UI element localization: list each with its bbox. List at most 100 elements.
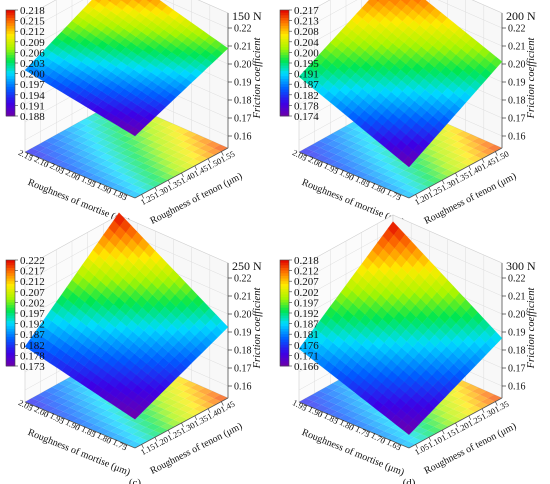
floor-contour-cell xyxy=(167,131,183,139)
colorbar-tick-label: 0.212 xyxy=(20,276,45,288)
tenon-tick-mark xyxy=(207,158,211,163)
colorbar-segment xyxy=(6,260,15,264)
tenon-tick-mark xyxy=(181,422,184,428)
colorbar-segment xyxy=(6,283,15,287)
floor-contour-cell xyxy=(360,167,376,175)
floor-contour-cell xyxy=(176,391,192,399)
floor-contour-cell xyxy=(190,134,205,142)
floor-contour-cell xyxy=(192,148,207,156)
floor-contour-cell xyxy=(390,174,406,181)
floor-contour-cell xyxy=(392,430,407,438)
floor-contour-cell xyxy=(385,434,400,442)
floor-contour-cell xyxy=(32,401,48,409)
colorbar-segment xyxy=(280,81,289,85)
floor-contour-cell xyxy=(68,147,84,155)
colorbar-segment xyxy=(280,313,289,317)
floor-contour-cell xyxy=(172,159,187,167)
floor-contour-cell xyxy=(155,395,171,403)
floor-contour-cell xyxy=(102,174,117,182)
colorbar-segment xyxy=(280,331,289,335)
floor-contour-cell xyxy=(413,427,428,434)
floor-contour-cell xyxy=(446,159,461,167)
floor-contour-cell xyxy=(174,127,190,135)
colorbar-segment xyxy=(6,65,15,69)
surface-mesh xyxy=(298,221,503,435)
floor-contour-cell xyxy=(89,393,105,401)
colorbar-segment xyxy=(280,336,289,340)
floor-contour-cell xyxy=(91,400,106,408)
mortise-tick-mark xyxy=(367,431,370,436)
floor-contour-cell xyxy=(176,141,192,149)
mortise-tick-mark xyxy=(93,431,96,436)
floor-contour-cell xyxy=(183,387,198,395)
floor-contour-cell xyxy=(160,127,175,135)
surface-mesh xyxy=(298,0,503,168)
colorbar-segment xyxy=(6,36,15,40)
floor-contour-cell xyxy=(352,164,368,172)
floor-contour-cell xyxy=(350,400,365,408)
colorbar-segment xyxy=(280,334,289,338)
floor-contour-cell xyxy=(132,180,148,188)
floor-contour-cell xyxy=(95,177,111,185)
mortise-tick-mark xyxy=(30,405,34,410)
mortise-tick-mark xyxy=(62,418,65,423)
floor-contour-cell xyxy=(321,151,336,159)
floor-contour-cell xyxy=(456,380,471,388)
surface-cell xyxy=(389,0,401,6)
colorbar-segment xyxy=(6,328,15,332)
floor-contour-cell xyxy=(459,401,475,409)
colorbar-segment xyxy=(280,265,289,269)
colorbar-segment xyxy=(6,86,15,90)
floor-contour-cell xyxy=(62,400,77,408)
floor-contour-cell xyxy=(96,139,112,147)
colorbar-segment xyxy=(6,358,15,362)
floor-contour-cell xyxy=(379,149,395,157)
floor-contour-cell xyxy=(67,390,83,398)
floor-contour-cell xyxy=(199,394,214,402)
colorbar-tick-label: 0.206 xyxy=(20,47,45,59)
floor-contour-cell xyxy=(102,128,117,136)
floor-contour-cell xyxy=(85,410,100,418)
colorbar: 0.2220.2170.2120.2070.2020.1970.1920.187… xyxy=(5,255,45,373)
colorbar-segment xyxy=(280,355,289,359)
colorbar-segment xyxy=(6,302,15,306)
tenon-tick-mark xyxy=(455,422,458,428)
floor-contour-cell xyxy=(93,118,108,126)
colorbar-segment xyxy=(6,270,15,274)
tenon-tick-mark xyxy=(141,194,144,199)
load-label: 300 N xyxy=(506,259,536,273)
colorbar-segment xyxy=(280,76,289,80)
floor-contour-cell xyxy=(87,424,103,432)
floor-contour-cell xyxy=(343,154,359,162)
colorbar-segment xyxy=(280,328,289,332)
colorbar-tick-label: 0.218 xyxy=(20,5,45,17)
floor-contour-cell xyxy=(104,142,119,150)
floor-contour-cell xyxy=(87,174,103,182)
floor-contour-cell xyxy=(334,143,350,151)
colorbar-segment xyxy=(280,73,289,77)
floor-contour-cell xyxy=(338,414,353,422)
colorbar-segment xyxy=(280,318,289,322)
floor-contour-cell xyxy=(351,157,367,165)
colorbar-segment xyxy=(280,60,289,64)
floor-contour-cell xyxy=(346,168,361,175)
floor-contour-cell xyxy=(376,424,391,432)
floor-contour-cell xyxy=(159,120,174,128)
colorbar-segment xyxy=(280,20,289,24)
floor-contour-cell xyxy=(51,383,67,391)
floor-contour-cell xyxy=(404,166,419,174)
floor-contour-cell xyxy=(328,147,343,155)
floor-contour-cell xyxy=(92,407,107,415)
colorbar-segment xyxy=(6,350,15,354)
floor-contour-cell xyxy=(100,410,115,418)
floor-contour-cell xyxy=(384,427,399,435)
colorbar-tick-label: 0.171 xyxy=(294,350,319,362)
wall-gridline xyxy=(298,0,358,33)
floor-contour-cell xyxy=(456,130,471,138)
colorbar-segment xyxy=(6,294,15,298)
mortise-tick-mark xyxy=(398,194,402,199)
wall-gridline xyxy=(163,0,229,29)
floor-contour-cell xyxy=(72,418,87,425)
floor-contour-cell xyxy=(439,162,455,170)
